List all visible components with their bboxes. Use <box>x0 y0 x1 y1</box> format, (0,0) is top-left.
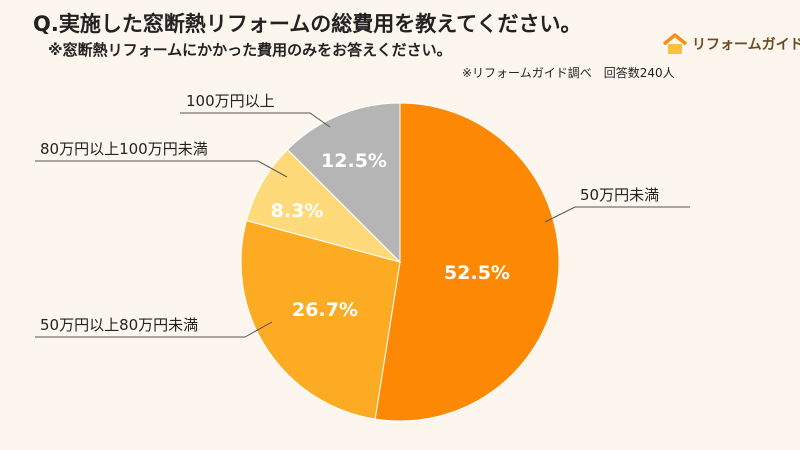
leader-line-2 <box>35 160 288 178</box>
leader-line-0 <box>544 206 690 223</box>
data-label-3: 12.5% <box>321 150 387 172</box>
leader-line-3 <box>180 112 331 128</box>
slice-label-0: 50万円未満 <box>580 186 659 204</box>
house-icon <box>662 33 688 54</box>
source-note: ※リフォームガイド調べ 回答数240人 <box>462 66 675 80</box>
logo: リフォームガイド <box>662 32 800 56</box>
logo-text: リフォームガイド <box>692 37 800 53</box>
slice-label-1: 50万円以上80万円未満 <box>40 316 198 334</box>
data-label-2: 8.3% <box>271 200 324 222</box>
pie-slice-0 <box>374 102 560 422</box>
pie-slice-3 <box>286 102 401 264</box>
chart-subtitle: ※窓断熱リフォームにかかった費用のみをお答えください。 <box>48 41 452 59</box>
leader-line-1 <box>35 321 273 338</box>
pie-slice-1 <box>240 219 401 420</box>
chart-title: Q.実施した窓断熱リフォームの総費用を教えてください。 <box>33 12 582 36</box>
slice-label-3: 100万円以上 <box>186 92 275 110</box>
slice-label-2: 80万円以上100万円未満 <box>40 140 208 158</box>
data-label-0: 52.5% <box>444 262 510 284</box>
data-label-1: 26.7% <box>292 299 358 321</box>
